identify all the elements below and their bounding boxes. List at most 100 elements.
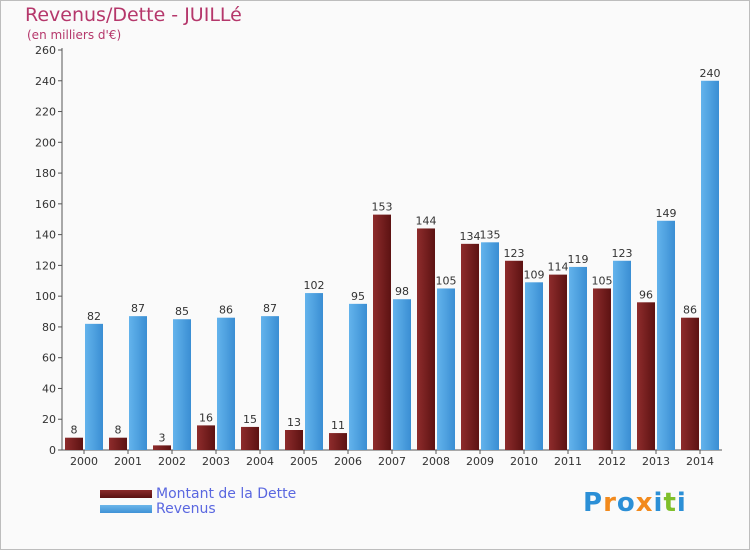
data-label-revenus: 109 [524,268,545,281]
bar-revenus [613,260,631,450]
bar-revenus [525,282,543,450]
x-tick-label: 2006 [334,455,362,468]
y-tick-label: 40 [42,382,56,395]
bar-revenus [305,293,323,450]
y-tick-label: 160 [35,198,56,211]
axes: 0 20 40 60 80 100 120 140 160 180 200 220 240 260 2000… [35,44,722,468]
bar-dette [593,288,611,450]
data-label-revenus: 149 [656,207,677,220]
bar-dette [461,243,479,450]
x-tick-label: 2014 [686,455,714,468]
data-label-dette: 15 [243,413,257,426]
bar-revenus [393,299,411,450]
y-tick-label: 120 [35,259,56,272]
data-label-dette: 16 [199,411,213,424]
data-label-dette: 153 [372,201,393,214]
logo-letter: o [616,488,636,518]
logo-letter: x [635,488,654,518]
bar-dette [109,437,127,450]
x-tick-label: 2013 [642,455,670,468]
data-label-dette: 114 [548,261,569,274]
data-label-dette: 134 [460,230,481,243]
data-label-dette: 86 [683,304,697,317]
x-tick-label: 2012 [598,455,626,468]
y-tick-label: 0 [49,444,56,457]
bar-dette [373,214,391,450]
data-label-revenus: 123 [612,247,633,260]
bar-revenus [569,266,587,450]
bar-revenus [437,288,455,450]
x-tick-label: 2011 [554,455,582,468]
bar-dette [637,302,655,450]
bar-dette [505,260,523,450]
data-label-revenus: 105 [436,274,457,287]
bar-revenus [217,317,235,450]
bar-revenus [261,316,279,450]
x-tick-label: 2001 [114,455,142,468]
bars [65,80,719,451]
x-tick-label: 2003 [202,455,230,468]
data-label-dette: 8 [115,424,122,437]
bar-dette [153,445,171,450]
logo-letter: i [653,488,664,518]
data-label-dette: 96 [639,288,653,301]
y-tick-label: 20 [42,413,56,426]
data-label-revenus: 85 [175,305,189,318]
x-tick-label: 2004 [246,455,274,468]
bar-dette [549,274,567,450]
legend-label-dette: Montant de la Dette [156,486,297,502]
data-label-dette: 123 [504,247,525,260]
data-label-dette: 13 [287,416,301,429]
bar-revenus [349,303,367,450]
y-tick-label: 200 [35,136,56,149]
logo-letter: t [663,488,677,518]
bar-dette [329,433,347,450]
chart-title: Revenus/Dette - JUILLé [25,4,242,26]
bar-revenus [657,220,675,450]
y-tick-label: 260 [35,44,56,57]
y-tick-label: 140 [35,229,56,242]
value-labels: 8 82 8 87 3 85 16 86 15 87 13 102 11 95 153 98 144 105 134… [71,67,721,445]
bar-dette [681,317,699,450]
bar-revenus [701,80,719,451]
y-tick-label: 100 [35,290,56,303]
data-label-revenus: 240 [700,67,721,80]
data-label-revenus: 102 [304,279,325,292]
logo-letter: r [603,488,617,518]
chart-subtitle: (en milliers d'€) [27,28,122,42]
data-label-dette: 11 [331,419,345,432]
x-tick-label: 2000 [70,455,98,468]
y-tick-label: 80 [42,321,56,334]
bar-dette [417,228,435,450]
logo-letter: P [583,488,604,518]
data-label-revenus: 82 [87,310,101,323]
data-label-revenus: 86 [219,304,233,317]
x-tick-label: 2005 [290,455,318,468]
x-tick-label: 2007 [378,455,406,468]
data-label-revenus: 119 [568,253,589,266]
bar-revenus [173,319,191,450]
data-label-revenus: 87 [263,302,277,315]
x-tick-label: 2008 [422,455,450,468]
data-label-dette: 3 [159,431,166,444]
proxiti-logo: Proxiti [583,488,687,518]
x-tick-label: 2009 [466,455,494,468]
legend-label-revenus: Revenus [156,501,216,517]
data-label-revenus: 135 [480,228,501,241]
data-label-dette: 105 [592,274,613,287]
x-tick-label: 2002 [158,455,186,468]
bar-dette [285,430,303,450]
y-tick-label: 240 [35,75,56,88]
data-label-revenus: 98 [395,285,409,298]
x-tick-label: 2010 [510,455,538,468]
data-label-revenus: 95 [351,290,365,303]
bar-revenus [481,242,499,450]
logo-letter: i [676,488,687,518]
bar-revenus [129,316,147,450]
bar-revenus [85,323,103,450]
legend-swatch-revenus [100,505,152,513]
data-label-revenus: 87 [131,302,145,315]
bar-dette [241,426,259,450]
bar-dette [65,437,83,450]
y-tick-label: 180 [35,167,56,180]
